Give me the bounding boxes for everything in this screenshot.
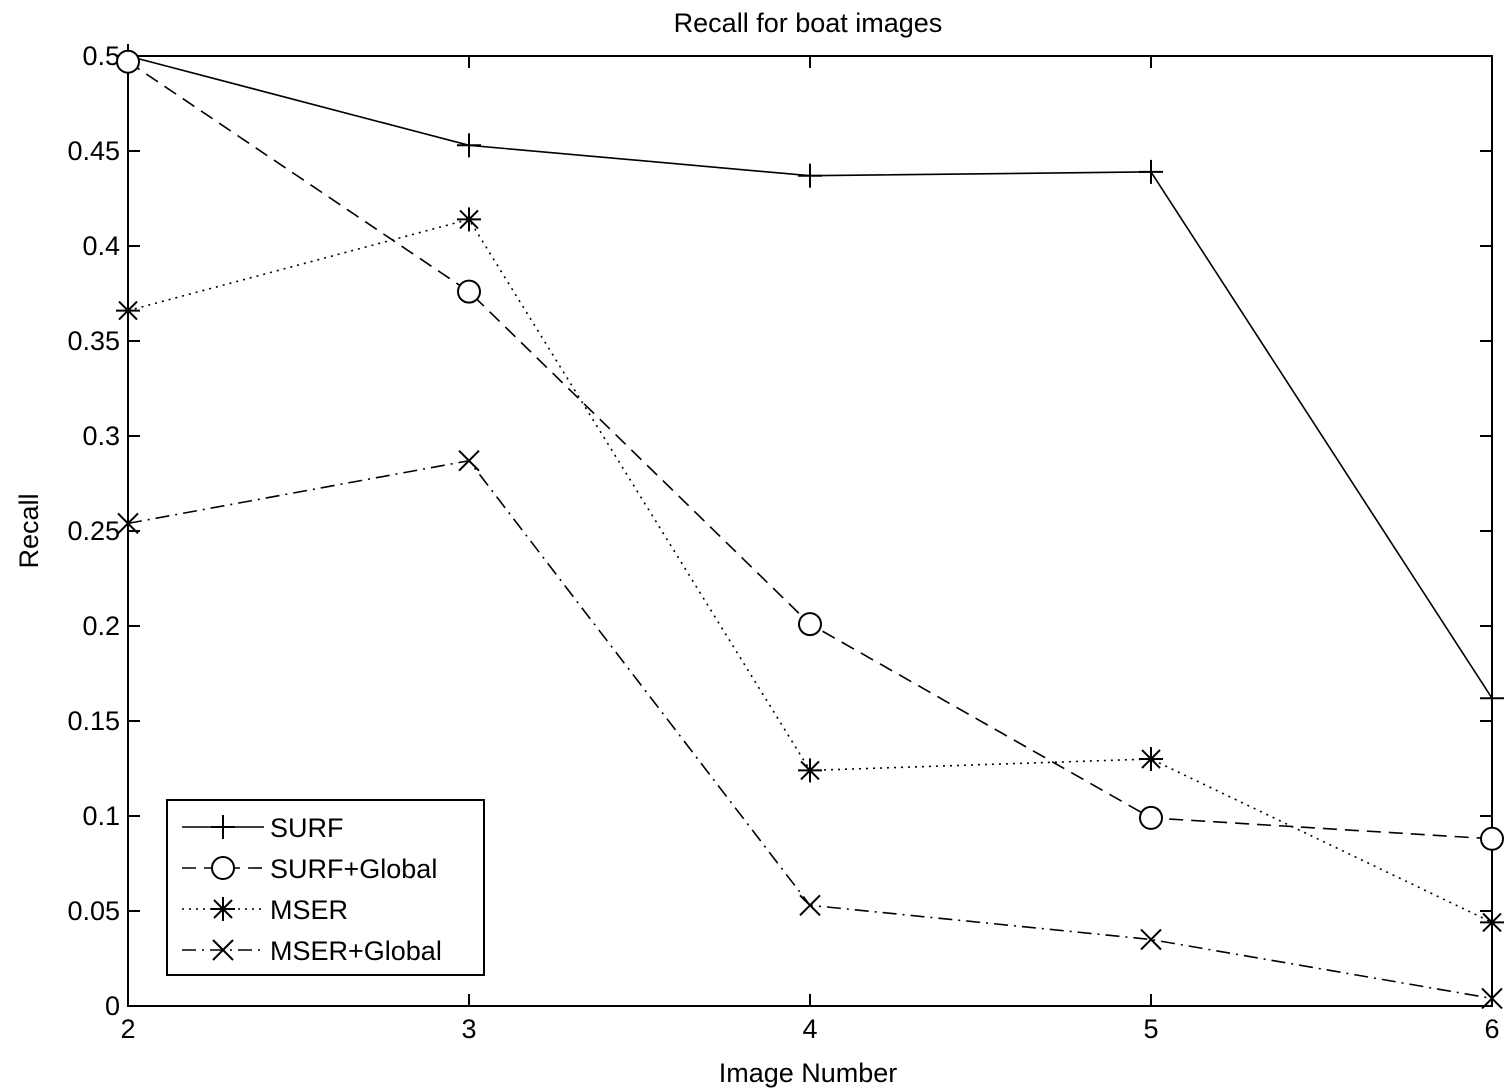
x-axis-label: Image Number bbox=[719, 1058, 898, 1088]
y-tick-label: 0.4 bbox=[82, 231, 120, 261]
data-point-plus bbox=[798, 163, 822, 188]
y-tick-label: 0.15 bbox=[67, 706, 120, 736]
y-axis: 0 0.05 0.1 0.15 0.2 0.25 0.3 0.35 0.4 0.45 0.5 bbox=[67, 41, 1492, 1021]
data-point-plus bbox=[1139, 159, 1163, 184]
data-point-x bbox=[212, 939, 234, 961]
x-axis: 2 3 4 5 6 bbox=[120, 56, 1500, 1044]
data-point-plus bbox=[1480, 686, 1504, 711]
y-tick-label: 0.5 bbox=[82, 41, 120, 71]
x-tick-label: 6 bbox=[1484, 1014, 1499, 1044]
data-point-circle bbox=[1480, 826, 1504, 851]
y-tick-label: 0.25 bbox=[67, 516, 120, 546]
legend-label: SURF bbox=[270, 813, 344, 843]
data-point-plus bbox=[211, 815, 235, 839]
x-tick-label: 4 bbox=[802, 1014, 817, 1044]
data-point-star bbox=[1139, 747, 1163, 771]
data-point-circle bbox=[116, 49, 140, 74]
data-point-plus bbox=[457, 133, 481, 158]
data-point-star bbox=[1480, 910, 1504, 935]
y-tick-label: 0.45 bbox=[67, 136, 120, 166]
legend-label: MSER+Global bbox=[270, 936, 442, 966]
legend: SURF SURF+Global MSER MSER+Global bbox=[166, 799, 485, 976]
series-layer bbox=[116, 44, 1504, 1010]
data-point-circle bbox=[457, 279, 481, 304]
data-point-star bbox=[798, 758, 822, 783]
legend-label: MSER bbox=[270, 895, 348, 925]
data-point-x bbox=[1481, 987, 1503, 1010]
data-point-x bbox=[1140, 928, 1162, 951]
y-tick-label: 0 bbox=[105, 991, 120, 1021]
chart-title: Recall for boat images bbox=[674, 8, 943, 38]
data-point-star bbox=[211, 897, 235, 921]
y-tick-label: 0.1 bbox=[82, 801, 120, 831]
y-tick-label: 0.35 bbox=[67, 326, 120, 356]
data-point-circle bbox=[1139, 805, 1163, 830]
y-tick-label: 0.2 bbox=[82, 611, 120, 641]
data-point-x bbox=[458, 449, 480, 472]
data-point-circle bbox=[211, 856, 235, 880]
x-tick-label: 5 bbox=[1143, 1014, 1158, 1044]
legend-box bbox=[166, 799, 485, 976]
y-tick-label: 0.05 bbox=[67, 896, 120, 926]
x-tick-label: 2 bbox=[120, 1014, 135, 1044]
y-tick-label: 0.3 bbox=[82, 421, 120, 451]
series-mser-global bbox=[117, 449, 1503, 1010]
legend-label: SURF+Global bbox=[270, 854, 437, 884]
data-point-star bbox=[116, 298, 140, 323]
data-point-star bbox=[457, 207, 481, 232]
data-point-x bbox=[799, 894, 821, 917]
series-mser bbox=[116, 207, 1504, 935]
x-tick-label: 3 bbox=[461, 1014, 476, 1044]
data-point-x bbox=[117, 512, 139, 535]
data-point-circle bbox=[798, 612, 822, 637]
series-surf-global bbox=[116, 49, 1504, 851]
y-axis-label: Recall bbox=[14, 493, 44, 568]
